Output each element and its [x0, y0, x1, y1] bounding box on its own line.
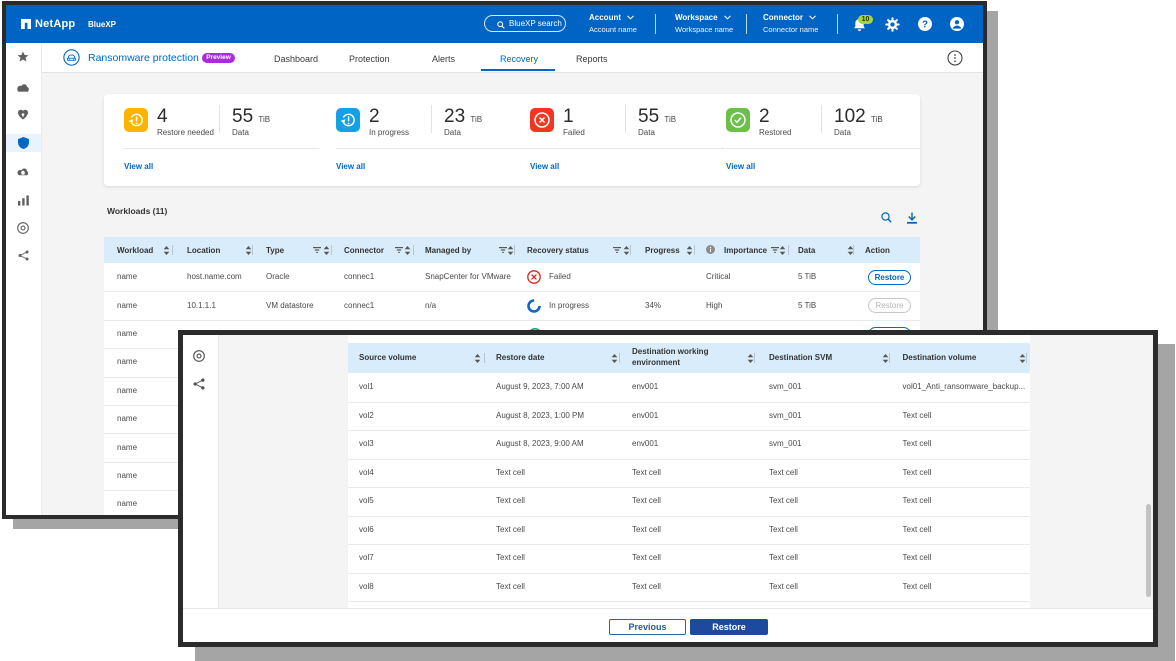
svg-text:?: ? [922, 19, 928, 30]
